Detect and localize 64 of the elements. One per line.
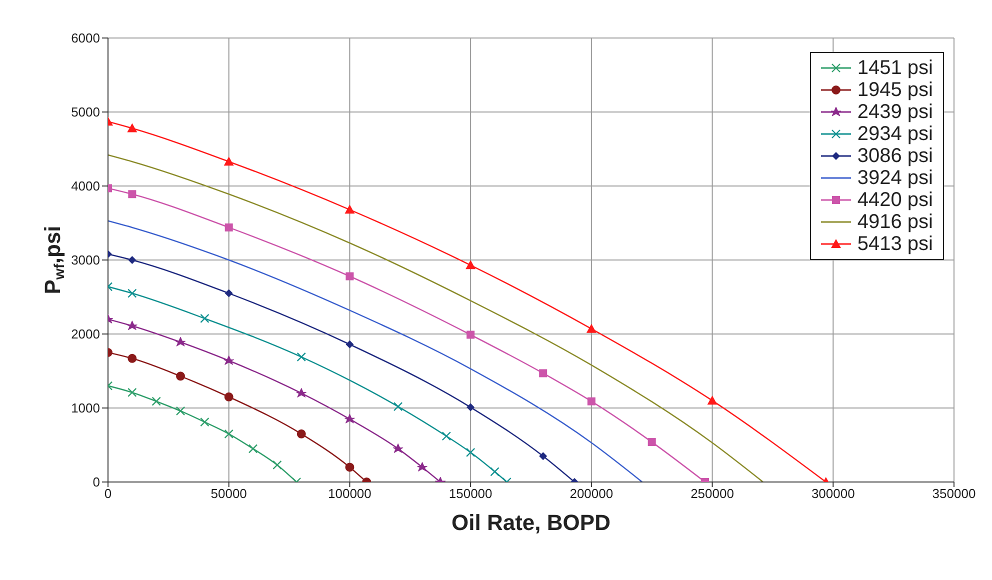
legend-label: 2439 psi xyxy=(857,101,933,123)
y-tick-label: 1000 xyxy=(71,400,100,416)
point xyxy=(224,289,233,298)
point xyxy=(128,256,136,264)
point xyxy=(200,417,210,427)
point xyxy=(272,460,282,470)
x-tick-label: 50000 xyxy=(210,486,247,502)
point xyxy=(648,438,656,446)
point xyxy=(128,388,137,398)
point xyxy=(587,397,596,406)
legend-label: 2934 psi xyxy=(857,123,933,145)
legend-label: 1451 psi xyxy=(857,57,933,79)
y-tick-label: 2000 xyxy=(71,326,100,342)
legend-label: 1945 psi xyxy=(857,79,933,101)
point xyxy=(442,432,451,441)
point xyxy=(466,330,475,339)
point xyxy=(346,272,354,280)
point xyxy=(586,324,596,333)
point xyxy=(296,352,306,362)
x-tick-label: 250000 xyxy=(690,486,734,502)
point xyxy=(128,288,137,298)
y-tick-label: 0 xyxy=(92,474,100,490)
point xyxy=(224,156,234,166)
point xyxy=(248,444,258,454)
point xyxy=(346,340,354,348)
point xyxy=(539,369,548,378)
y-tick-label: 4000 xyxy=(71,178,100,194)
point xyxy=(176,406,186,416)
x-tick-label: 100000 xyxy=(328,486,372,502)
line-series xyxy=(108,154,764,482)
y-tick-label: 3000 xyxy=(71,252,100,268)
point xyxy=(127,123,138,132)
y-tick-label: 5000 xyxy=(71,104,100,120)
legend-label: 3086 psi xyxy=(857,145,933,167)
point xyxy=(176,372,186,381)
point xyxy=(224,429,234,438)
point xyxy=(466,403,475,412)
point xyxy=(224,223,233,232)
legend-label: 4916 psi xyxy=(857,211,933,233)
y-tick-label: 6000 xyxy=(71,30,100,46)
point xyxy=(707,396,718,405)
point xyxy=(152,396,161,406)
point xyxy=(128,190,136,198)
point xyxy=(490,467,500,476)
x-axis-title: Oil Rate, BOPD xyxy=(452,510,610,535)
point xyxy=(344,204,355,214)
point xyxy=(224,392,234,402)
x-tick-label: 350000 xyxy=(932,486,976,502)
x-tick-label: 0 xyxy=(104,486,112,502)
x-tick-label: 150000 xyxy=(448,486,492,502)
point xyxy=(393,402,403,412)
x-tick-label: 300000 xyxy=(811,486,855,502)
point xyxy=(466,448,476,457)
point xyxy=(128,354,137,363)
point xyxy=(200,314,210,324)
point xyxy=(539,452,548,460)
legend-label: 4420 psi xyxy=(857,189,933,211)
point xyxy=(466,260,476,270)
line-series xyxy=(108,220,643,482)
x-tick-label: 200000 xyxy=(570,486,614,502)
point xyxy=(345,462,354,472)
legend-label: 5413 psi xyxy=(857,233,933,255)
point xyxy=(296,429,306,438)
legend-label: 3924 psi xyxy=(857,167,933,189)
